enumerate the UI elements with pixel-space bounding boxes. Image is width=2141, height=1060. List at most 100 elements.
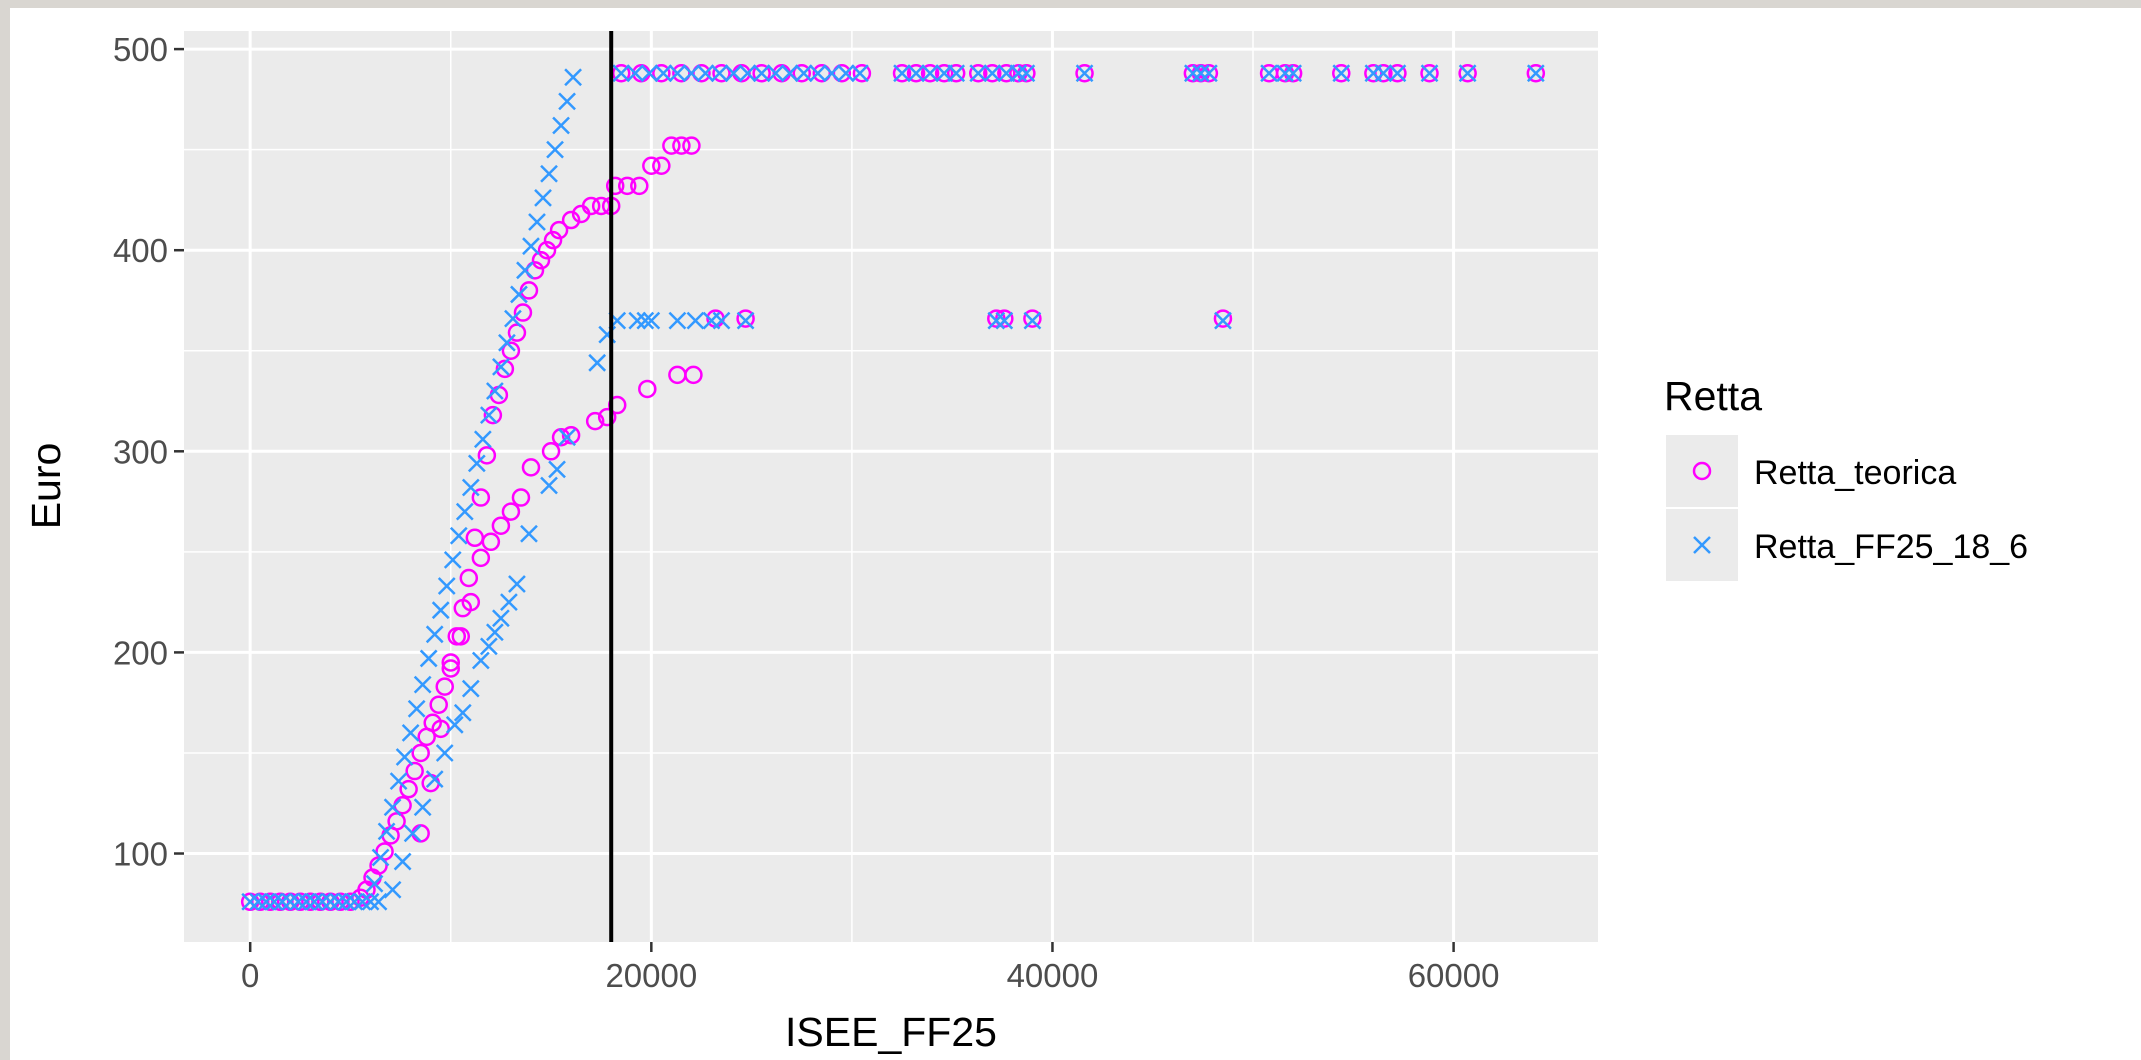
data-point [435, 744, 454, 762]
data-point [1526, 63, 1546, 83]
data-point [792, 63, 811, 83]
data-point [461, 478, 480, 497]
data-point [947, 64, 966, 83]
data-point [528, 213, 546, 231]
data-point [551, 427, 571, 447]
series-Retta_FF25_18_6 [241, 64, 1545, 911]
data-point [1526, 64, 1545, 83]
data-point [1332, 64, 1351, 83]
data-point [331, 892, 350, 912]
data-point [401, 723, 420, 742]
data-point [1009, 64, 1028, 83]
data-point [481, 532, 501, 552]
data-point [564, 68, 582, 87]
data-point [552, 116, 570, 135]
data-point [425, 770, 444, 788]
data-point [1458, 63, 1477, 83]
data-point [321, 892, 340, 911]
data-point [522, 237, 540, 256]
data-point [429, 695, 448, 714]
data-point [1260, 64, 1278, 83]
data-point [389, 772, 408, 791]
data-point [273, 892, 292, 911]
chart-frame: 0 20000 40000 60000 100 200 300 400 500 ISEE_FF… [10, 8, 2141, 1060]
data-point [642, 156, 661, 175]
scatter-chart: 0 20000 40000 60000 100 200 300 400 500 ISEE_FF… [23, 31, 2028, 1055]
data-point [540, 164, 558, 183]
data-point [291, 892, 310, 912]
data-point [1364, 63, 1383, 83]
data-point [1388, 63, 1407, 83]
data-point [249, 892, 268, 911]
data-point [920, 63, 940, 83]
data-point [752, 63, 771, 83]
data-point [289, 892, 308, 911]
data-point [411, 743, 430, 763]
data-point [836, 64, 855, 83]
data-point [558, 92, 576, 111]
data-point [1023, 309, 1042, 328]
data-point [341, 892, 360, 912]
x-axis-title: ISEE_FF25 [785, 1009, 997, 1055]
data-point [983, 64, 1002, 83]
data-point [654, 64, 673, 83]
y-tick-label: 500 [113, 31, 168, 68]
y-tick-label: 400 [113, 232, 168, 269]
data-point [1075, 63, 1094, 83]
data-point [281, 892, 300, 911]
legend-key-bg-1 [1666, 435, 1738, 507]
legend-marker-x [1693, 536, 1711, 554]
data-point [257, 892, 276, 911]
data-point [682, 136, 701, 155]
data-point [549, 220, 569, 240]
data-point [479, 637, 498, 656]
data-point [638, 379, 657, 399]
data-point [510, 285, 528, 304]
data-point [851, 64, 869, 83]
data-point [1374, 64, 1393, 83]
data-point [652, 156, 671, 175]
data-point [369, 892, 388, 911]
data-point [395, 748, 414, 766]
data-point [1458, 64, 1477, 83]
data-point [1374, 63, 1393, 83]
y-tick-label: 100 [113, 836, 168, 873]
data-point [241, 892, 260, 911]
data-point [548, 460, 566, 479]
data-point [591, 196, 611, 216]
data-point [588, 353, 607, 372]
data-point [461, 592, 481, 612]
data-point [696, 64, 715, 83]
data-point [297, 892, 316, 911]
y-tick-labels: 100 200 300 400 500 [113, 31, 168, 872]
legend-marker-circle [1692, 461, 1712, 481]
data-point [672, 136, 691, 155]
data-point [500, 593, 518, 612]
data-point [375, 842, 394, 861]
data-point [752, 64, 771, 83]
data-point [968, 63, 988, 83]
data-point [513, 303, 533, 322]
data-point [371, 848, 390, 867]
data-point [441, 653, 461, 672]
y-axis-title: Euro [23, 443, 69, 530]
data-point [431, 719, 450, 739]
data-point [329, 892, 348, 911]
data-point [812, 63, 832, 83]
data-point [271, 892, 290, 912]
data-point [1276, 64, 1294, 83]
data-point [425, 625, 444, 644]
legend-key-retta-ff25 [1693, 536, 1711, 554]
data-point [1332, 63, 1351, 83]
data-point [969, 64, 988, 83]
axis-ticks [174, 47, 1455, 952]
data-point [1214, 311, 1232, 330]
data-point [313, 892, 332, 911]
data-point [250, 892, 270, 912]
data-point [906, 63, 926, 83]
data-point [498, 333, 516, 352]
data-point [441, 659, 461, 678]
data-point [365, 874, 384, 893]
data-point [467, 454, 486, 473]
data-point [934, 63, 954, 83]
